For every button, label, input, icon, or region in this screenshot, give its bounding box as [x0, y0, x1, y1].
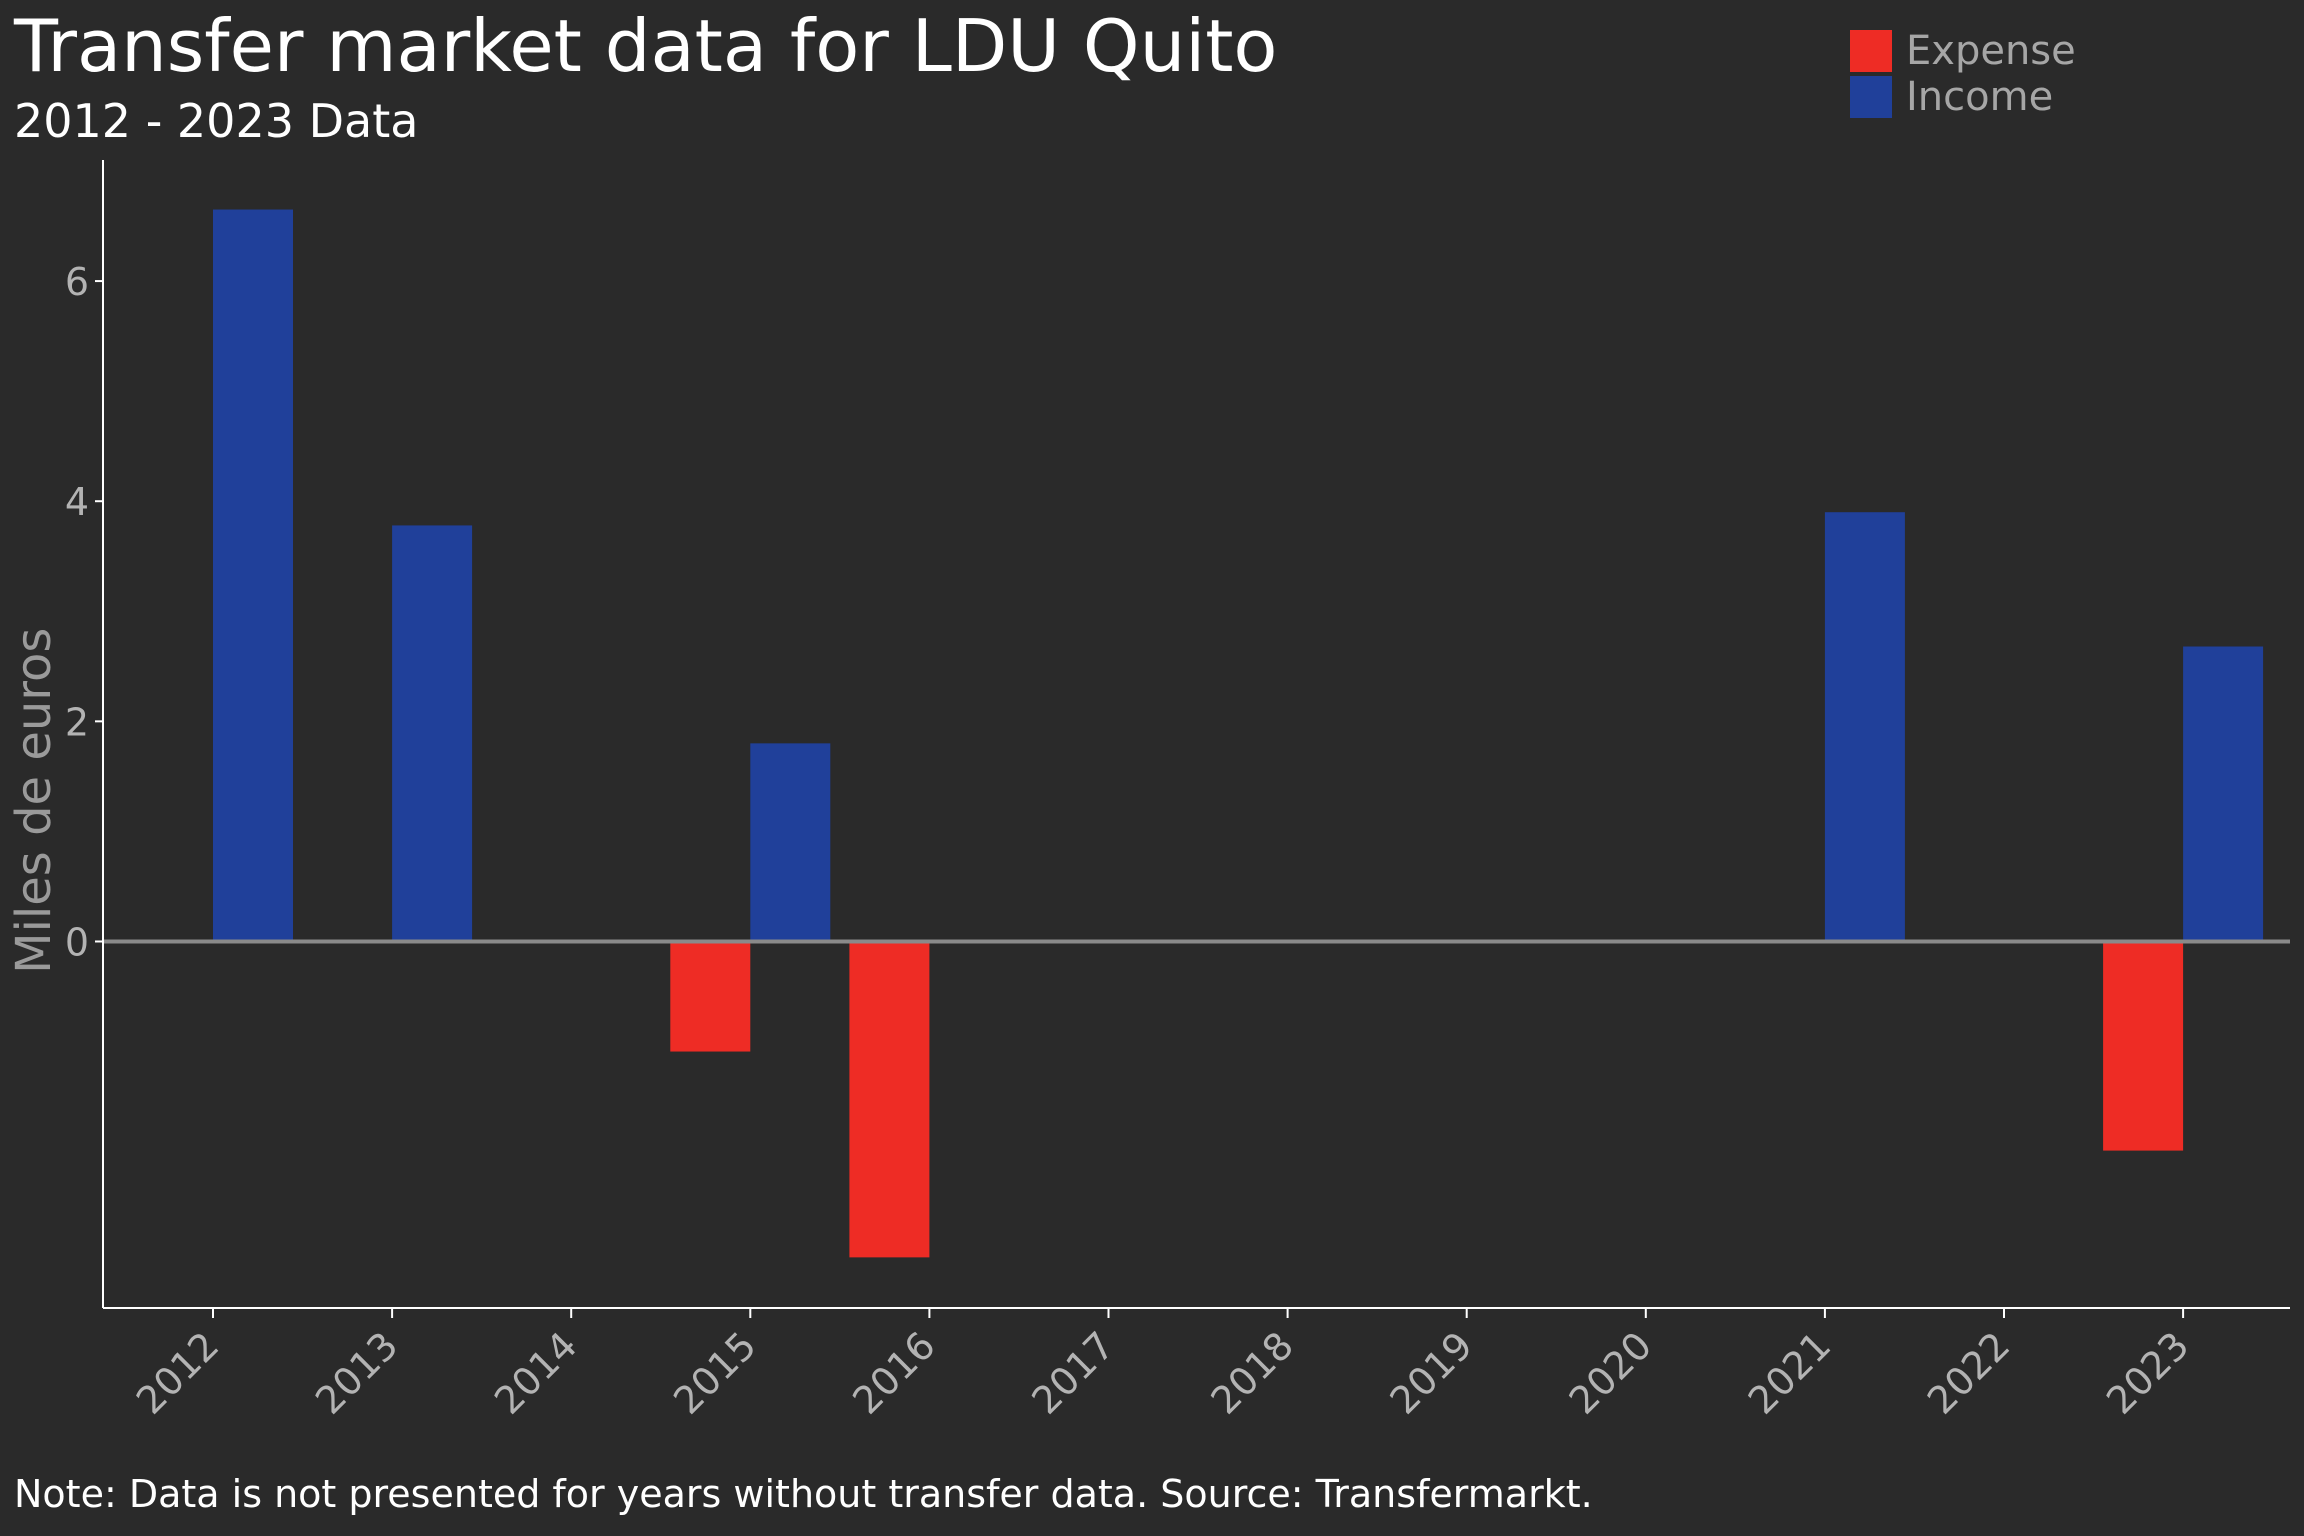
x-tick-label-2015: 2015 [665, 1323, 765, 1423]
y-tick-label-2: 2 [65, 700, 89, 744]
x-ticks-group: 2012 2013 2014 2015 2016 2017 2018 2019 2020 2021… [128, 1308, 2198, 1423]
x-tick-label-2016: 2016 [844, 1323, 944, 1423]
x-tick-label-2019: 2019 [1382, 1323, 1482, 1423]
bar-income-2015 [750, 743, 831, 942]
bar-expense-2023 [2103, 941, 2184, 1151]
y-tick-label-6: 6 [65, 260, 89, 304]
bar-income-2021 [1824, 512, 1905, 942]
x-tick-label-2020: 2020 [1561, 1323, 1661, 1423]
y-axis-label: Miles de euros [6, 628, 62, 974]
bar-income-2012 [213, 209, 293, 942]
legend-label-expense: Expense [1906, 28, 2076, 74]
legend-swatch-expense [1850, 30, 1892, 72]
y-tick-label-0: 0 [65, 920, 89, 964]
legend-swatch-income [1850, 76, 1892, 118]
y-ticks-group: 0 2 4 6 [65, 260, 103, 964]
x-tick-label-2012: 2012 [128, 1323, 228, 1423]
footer-note: Note: Data is not presented for years wi… [14, 1472, 1593, 1516]
x-tick-label-2021: 2021 [1740, 1323, 1840, 1423]
chart-subtitle: 2012 - 2023 Data [14, 94, 419, 148]
bar-income-2013 [392, 525, 473, 942]
bar-income-2023 [2183, 646, 2264, 942]
legend-label-income: Income [1906, 74, 2054, 120]
legend-item-income: Income [1850, 74, 2076, 120]
x-tick-label-2023: 2023 [2098, 1323, 2198, 1423]
x-tick-label-2022: 2022 [1919, 1323, 2019, 1423]
bar-expense-2016 [849, 941, 930, 1258]
bars-group [213, 209, 2264, 1258]
x-tick-label-2013: 2013 [307, 1323, 407, 1423]
x-tick-label-2018: 2018 [1202, 1323, 1302, 1423]
x-tick-label-2017: 2017 [1023, 1323, 1123, 1423]
legend: Expense Income [1850, 28, 2076, 120]
bar-expense-2015 [670, 941, 751, 1052]
chart-title: Transfer market data for LDU Quito [14, 4, 1278, 88]
legend-item-expense: Expense [1850, 28, 2076, 74]
y-tick-label-4: 4 [65, 480, 89, 524]
x-tick-label-2014: 2014 [486, 1323, 586, 1423]
